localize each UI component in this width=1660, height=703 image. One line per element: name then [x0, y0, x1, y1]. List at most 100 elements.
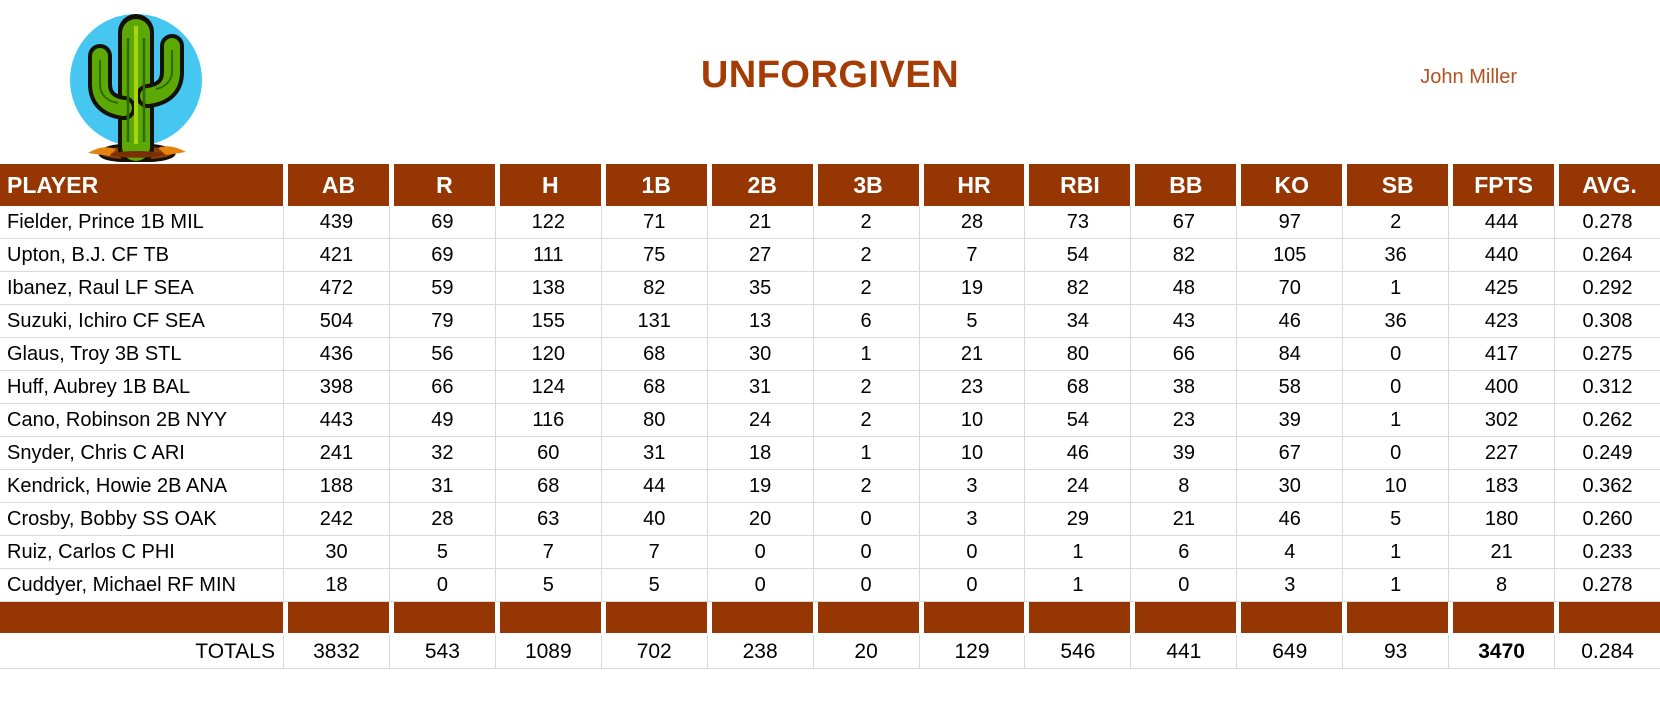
stat-cell-3b: 2: [812, 470, 919, 503]
stat-cell-bb: 23: [1130, 404, 1237, 437]
stat-cell-3b: 2: [812, 272, 919, 305]
stat-cell-h: 116: [494, 404, 601, 437]
stat-cell-avg: 0.278: [1554, 206, 1660, 239]
player-row: Ibanez, Raul LF SEA 472 59 138 82 35 2 19 82 48 70…: [0, 272, 1660, 305]
column-header-sb: SB: [1347, 164, 1449, 206]
player-name-cell: Ibanez, Raul LF SEA: [0, 272, 283, 305]
player-row: Cano, Robinson 2B NYY 443 49 116 80 24 2 10 54 23…: [0, 404, 1660, 437]
stat-cell-ab: 421: [283, 239, 389, 272]
stat-cell-fpts: 444: [1448, 206, 1555, 239]
totals-stat-2b: 238: [706, 635, 813, 669]
stat-cell-sb: 0: [1342, 338, 1449, 371]
player-row: Glaus, Troy 3B STL 436 56 120 68 30 1 21 80 66 84 0…: [0, 338, 1660, 371]
stat-cell-3b: 2: [812, 371, 919, 404]
stat-cell-bb: 0: [1130, 569, 1237, 602]
stat-cell-bb: 82: [1130, 239, 1237, 272]
column-header-2b: 2B: [711, 164, 813, 206]
stat-cell-ab: 472: [283, 272, 389, 305]
stat-cell-sb: 1: [1342, 536, 1449, 569]
stat-cell-2b: 19: [706, 470, 813, 503]
player-name-cell: Kendrick, Howie 2B ANA: [0, 470, 283, 503]
separator-cell: [1347, 602, 1449, 633]
stat-cell-fpts: 183: [1448, 470, 1555, 503]
totals-stat-fpts: 3470: [1448, 635, 1555, 669]
separator-cell: [288, 602, 389, 633]
stat-cell-ab: 18: [283, 569, 389, 602]
stat-cell-ab: 436: [283, 338, 389, 371]
stat-cell-2b: 13: [706, 305, 813, 338]
table-header-row: PLAYER AB R H 1B 2B 3B HR RBI BB KO SB FPTS AVG.: [0, 164, 1660, 206]
stat-cell-ab: 242: [283, 503, 389, 536]
stat-cell-bb: 48: [1130, 272, 1237, 305]
stat-cell-rbi: 54: [1024, 404, 1131, 437]
stats-table: PLAYER AB R H 1B 2B 3B HR RBI BB KO SB FPTS AVG. Fiel…: [0, 164, 1660, 669]
stat-cell-fpts: 400: [1448, 371, 1555, 404]
stat-cell-ko: 4: [1236, 536, 1343, 569]
separator-cell: [605, 602, 707, 633]
stat-cell-hr: 23: [918, 371, 1025, 404]
stat-cell-hr: 10: [918, 404, 1025, 437]
stat-cell-ko: 30: [1236, 470, 1343, 503]
team-stats-page: UNFORGIVEN John Miller PLAYER AB R H 1B 2B 3B H…: [0, 14, 1660, 669]
stat-cell-sb: 1: [1342, 404, 1449, 437]
stat-cell-avg: 0.308: [1554, 305, 1660, 338]
stat-cell-3b: 0: [812, 503, 919, 536]
stat-cell-ab: 188: [283, 470, 389, 503]
stat-cell-1b: 44: [600, 470, 707, 503]
stat-cell-1b: 71: [600, 206, 707, 239]
stat-cell-r: 32: [388, 437, 495, 470]
stat-cell-rbi: 1: [1024, 536, 1131, 569]
stat-cell-bb: 66: [1130, 338, 1237, 371]
totals-stat-1b: 702: [600, 635, 707, 669]
stat-cell-fpts: 180: [1448, 503, 1555, 536]
stat-cell-ko: 97: [1236, 206, 1343, 239]
player-name-cell: Crosby, Bobby SS OAK: [0, 503, 283, 536]
stat-cell-sb: 1: [1342, 569, 1449, 602]
stat-cell-ab: 241: [283, 437, 389, 470]
player-row: Snyder, Chris C ARI 241 32 60 31 18 1 10 46 39 67 0…: [0, 437, 1660, 470]
stat-cell-r: 5: [388, 536, 495, 569]
player-name-cell: Snyder, Chris C ARI: [0, 437, 283, 470]
stat-cell-h: 7: [494, 536, 601, 569]
stat-cell-h: 120: [494, 338, 601, 371]
stat-cell-fpts: 8: [1448, 569, 1555, 602]
totals-label: TOTALS: [0, 635, 283, 669]
stat-cell-r: 66: [388, 371, 495, 404]
stat-cell-rbi: 73: [1024, 206, 1131, 239]
stat-cell-2b: 27: [706, 239, 813, 272]
stat-cell-avg: 0.278: [1554, 569, 1660, 602]
separator-row: [0, 602, 1660, 633]
stat-cell-rbi: 54: [1024, 239, 1131, 272]
stat-cell-hr: 0: [918, 536, 1025, 569]
stat-cell-h: 122: [494, 206, 601, 239]
stat-cell-sb: 0: [1342, 371, 1449, 404]
player-name-cell: Ruiz, Carlos C PHI: [0, 536, 283, 569]
stat-cell-ko: 67: [1236, 437, 1343, 470]
player-row: Ruiz, Carlos C PHI 30 5 7 7 0 0 0 1 6 4 1 21 0.233: [0, 536, 1660, 569]
separator-cell: [0, 602, 283, 633]
stat-cell-hr: 5: [918, 305, 1025, 338]
separator-cell: [1559, 602, 1660, 633]
stat-cell-avg: 0.264: [1554, 239, 1660, 272]
column-header-h: H: [499, 164, 601, 206]
column-header-avg: AVG.: [1559, 164, 1660, 206]
stat-cell-ko: 46: [1236, 305, 1343, 338]
stat-cell-fpts: 21: [1448, 536, 1555, 569]
stat-cell-hr: 10: [918, 437, 1025, 470]
stat-cell-2b: 18: [706, 437, 813, 470]
player-row: Fielder, Prince 1B MIL 439 69 122 71 21 2 28 73 6…: [0, 206, 1660, 239]
separator-cell: [923, 602, 1025, 633]
stat-cell-3b: 1: [812, 437, 919, 470]
team-name-title: UNFORGIVEN: [700, 54, 960, 96]
stat-cell-rbi: 34: [1024, 305, 1131, 338]
player-name-cell: Cuddyer, Michael RF MIN: [0, 569, 283, 602]
stat-cell-r: 69: [388, 239, 495, 272]
stat-cell-avg: 0.260: [1554, 503, 1660, 536]
stat-cell-avg: 0.262: [1554, 404, 1660, 437]
totals-stat-hr: 129: [918, 635, 1025, 669]
totals-stat-3b: 20: [812, 635, 919, 669]
stat-cell-rbi: 29: [1024, 503, 1131, 536]
player-name-cell: Fielder, Prince 1B MIL: [0, 206, 283, 239]
stat-cell-ko: 84: [1236, 338, 1343, 371]
stat-cell-sb: 0: [1342, 437, 1449, 470]
